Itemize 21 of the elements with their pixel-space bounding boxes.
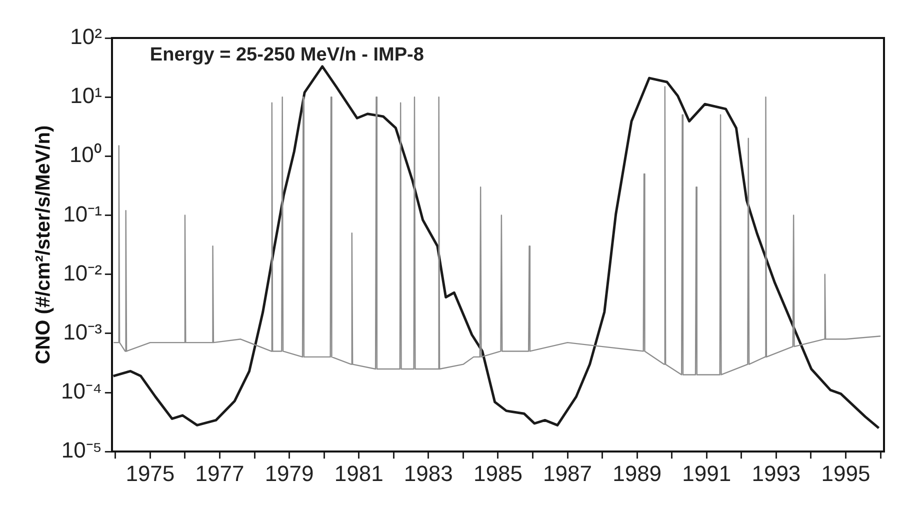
x-tick-label: 1995	[821, 460, 870, 486]
y-tick-label: 10⁰	[69, 142, 102, 168]
y-tick-label: 10⁻³	[63, 319, 102, 344]
annotation: Energy = 25-250 MeV/n - IMP-8	[150, 44, 424, 66]
x-tick-label: 1985	[473, 460, 522, 486]
x-tick-label: 1977	[195, 460, 244, 486]
y-tick-label: 10⁻¹	[63, 201, 102, 226]
y-tick-label: 10¹	[70, 83, 102, 108]
x-tick-label: 1993	[752, 460, 801, 486]
x-tick-label: 1981	[334, 460, 384, 486]
x-tick-label: 1983	[404, 460, 453, 486]
y-tick-label: 10⁻²	[63, 260, 102, 286]
y-tick-label: 10²	[70, 24, 102, 50]
x-tick-label: 1991	[682, 460, 732, 486]
y-axis-title: CNO (#/cm²/ster/s/MeV/n)	[32, 125, 55, 364]
y-tick-label: 10⁻⁵	[61, 438, 102, 463]
x-tick-label: 1979	[264, 460, 314, 486]
x-tick-label: 1987	[543, 460, 592, 486]
y-tick-label: 10⁻⁴	[60, 378, 102, 404]
x-tick-label: 1989	[612, 460, 662, 486]
x-tick-label: 1975	[126, 460, 175, 486]
